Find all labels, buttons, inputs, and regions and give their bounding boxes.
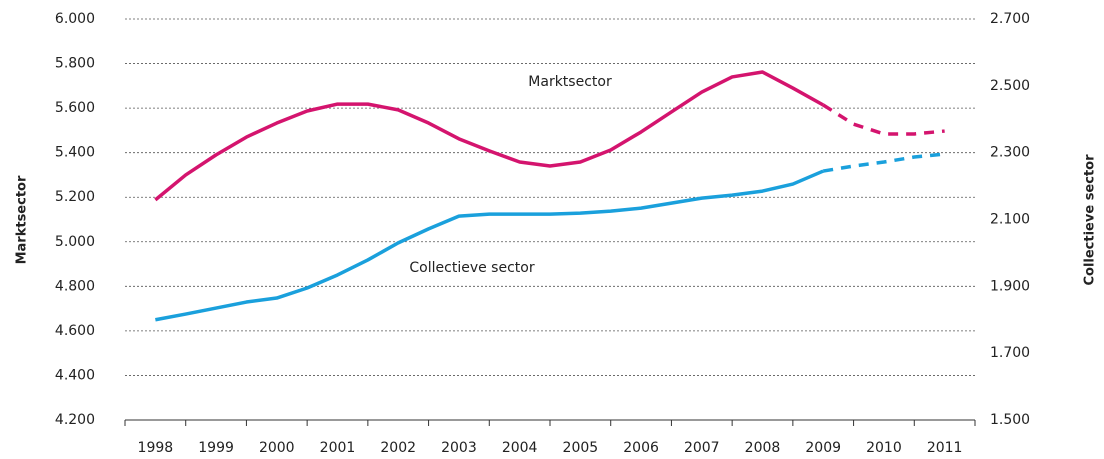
- y-tick-label: 4.200: [55, 412, 95, 428]
- series-line: [155, 169, 824, 322]
- y-tick-label: 6.000: [55, 11, 95, 27]
- y-axis-title: Marktsector: [15, 175, 30, 264]
- y2-tick-label: 2.300: [990, 145, 1030, 161]
- y-tick-label: 4.400: [55, 367, 95, 383]
- x-tick-label: 2011: [927, 440, 963, 456]
- y2-tick-label: 1.900: [990, 278, 1030, 294]
- x-tick-label: 2009: [805, 440, 841, 456]
- y2-tick-label: 1.700: [990, 345, 1030, 361]
- series-line: [822, 152, 945, 173]
- y-tick-label: 5.200: [55, 189, 95, 205]
- x-tick-label: 2000: [259, 440, 295, 456]
- x-tick-label: 2008: [745, 440, 781, 456]
- x-tick-label: 2004: [502, 440, 538, 456]
- x-tick-label: 2003: [441, 440, 477, 456]
- x-tick-label: 1998: [138, 440, 174, 456]
- y2-tick-label: 2.700: [990, 11, 1030, 27]
- y2-axis-title: Collectieve sector: [1083, 154, 1098, 286]
- series-line: [154, 70, 825, 202]
- y2-tick-label: 1.500: [990, 412, 1030, 428]
- y2-tick-label: 2.100: [990, 212, 1030, 228]
- x-tick-label: 2005: [563, 440, 599, 456]
- x-tick-label: 2010: [866, 440, 902, 456]
- y2-tick-label: 2.500: [990, 78, 1030, 94]
- x-tick-label: 2006: [623, 440, 659, 456]
- x-tick-label: 2001: [320, 440, 356, 456]
- y-tick-label: 5.800: [55, 56, 95, 72]
- annotation: Collectieve sector: [409, 260, 534, 276]
- y-tick-label: 5.400: [55, 145, 95, 161]
- annotation: Marktsector: [528, 74, 612, 90]
- series-line: [822, 103, 945, 136]
- y-tick-label: 4.600: [55, 323, 95, 339]
- y-tick-label: 4.800: [55, 278, 95, 294]
- y-tick-label: 5.600: [55, 100, 95, 116]
- x-tick-label: 1999: [198, 440, 234, 456]
- x-tick-label: 2007: [684, 440, 720, 456]
- x-tick-label: 2002: [380, 440, 416, 456]
- y-tick-label: 5.000: [55, 234, 95, 250]
